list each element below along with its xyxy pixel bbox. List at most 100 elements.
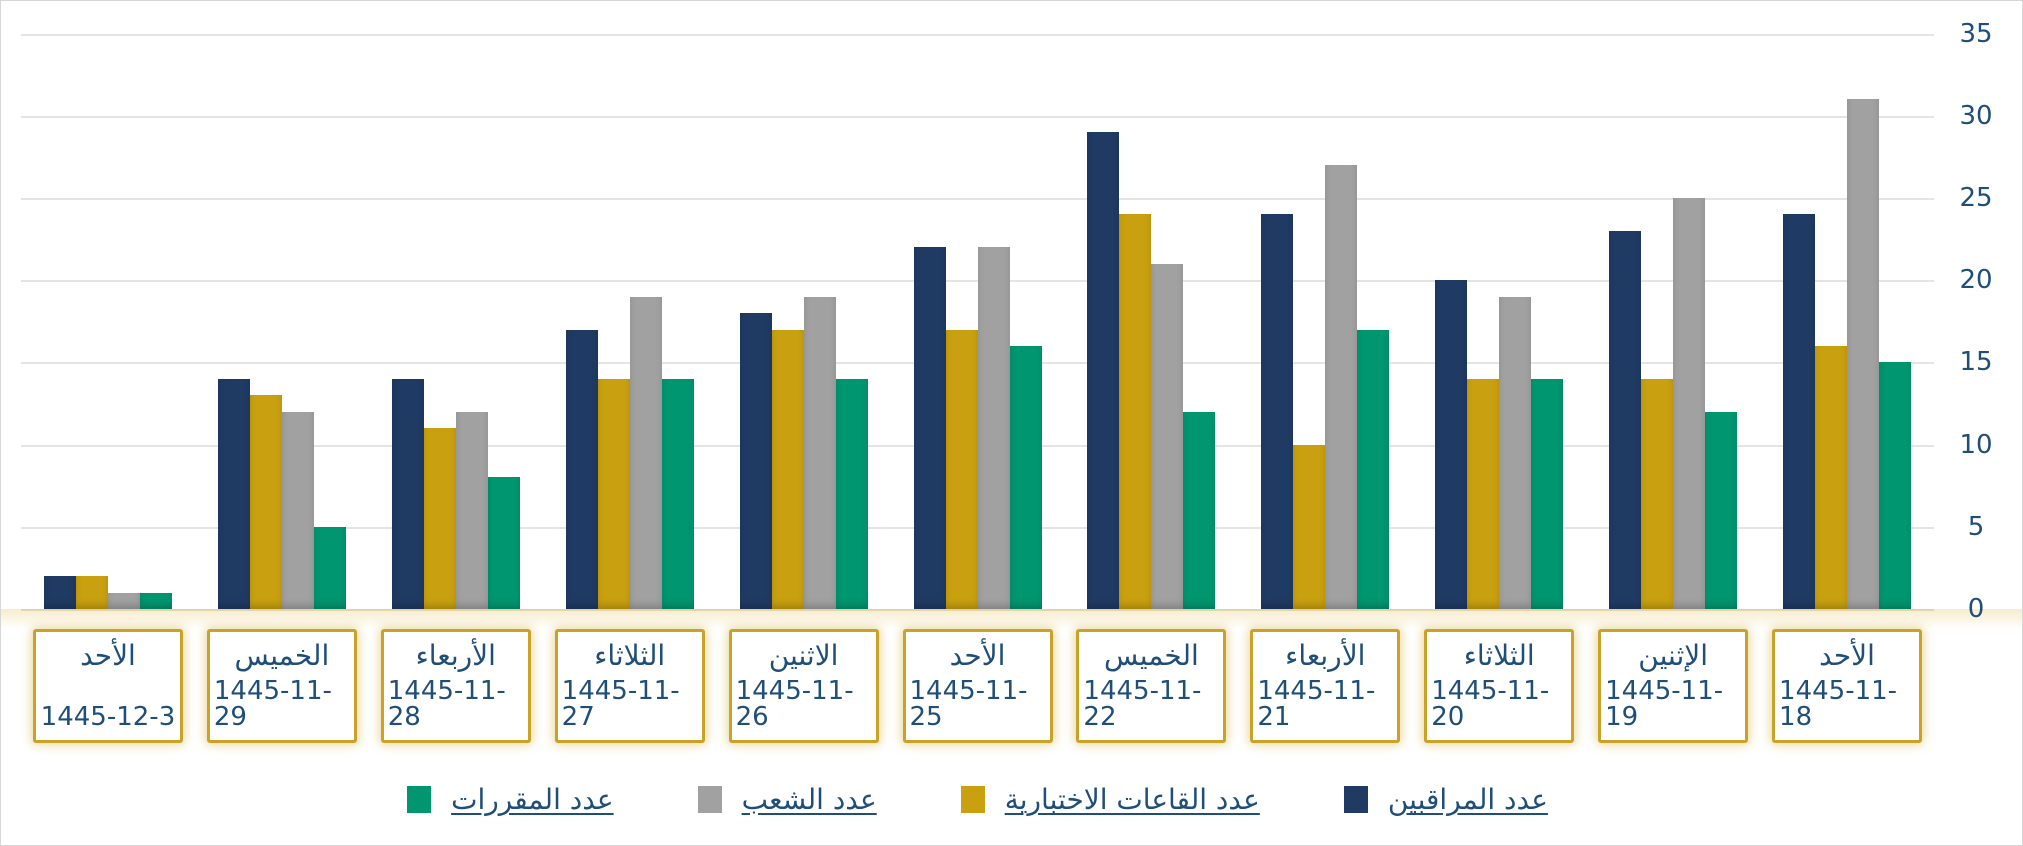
bar-series-3-1445-11-22[interactable]	[1183, 411, 1216, 609]
bar-series-2-1445-11-27[interactable]	[629, 296, 662, 609]
bar-series-0-1445-12-3[interactable]	[43, 576, 76, 609]
bar-series-1-1445-11-27[interactable]	[597, 378, 630, 609]
y-tick-10: 10	[1959, 429, 1993, 460]
bar-series-2-1445-11-19[interactable]	[1673, 198, 1706, 609]
bar-series-2-1445-11-28[interactable]	[455, 411, 488, 609]
legend-item-2[interactable]: عدد الشعب	[697, 783, 877, 816]
y-tick-5: 5	[1967, 511, 1985, 542]
date-box-1445-11-19: الإثنين 1445-11-19	[1598, 629, 1749, 743]
date-box-1445-11-20: الثلاثاء 1445-11-20	[1424, 629, 1575, 743]
legend-swatch-icon	[1343, 786, 1368, 813]
date-box-1445-11-22: الخميس 1445-11-22	[1076, 629, 1227, 743]
bar-series-0-1445-11-25[interactable]	[913, 247, 946, 609]
legend-swatch-icon	[960, 786, 985, 813]
date-box-date: 1445-11-20	[1431, 676, 1550, 732]
bar-series-0-1445-11-18[interactable]	[1783, 214, 1816, 609]
date-box-date: 1445-11-21	[1257, 676, 1376, 732]
date-box-day: الأحد	[1819, 639, 1875, 672]
bar-series-2-1445-11-20[interactable]	[1499, 296, 1532, 609]
bar-group-1445-12-3	[43, 1, 172, 609]
legend-item-0[interactable]: عدد المراقبين	[1343, 783, 1548, 816]
date-box-date: 1445-11-26	[735, 676, 854, 732]
legend-label: عدد الشعب	[741, 783, 877, 816]
date-box-day: الخميس	[1104, 639, 1199, 672]
bar-series-2-1445-12-3[interactable]	[107, 592, 140, 609]
bar-group-1445-11-25	[913, 1, 1042, 609]
bar-series-0-1445-11-26[interactable]	[739, 313, 772, 609]
bar-series-1-1445-11-20[interactable]	[1467, 378, 1500, 609]
bar-series-1-1445-11-28[interactable]	[423, 428, 456, 609]
date-box-day: الإثنين	[1638, 639, 1709, 672]
date-box-day: الأربعاء	[1285, 639, 1366, 672]
bar-series-3-1445-11-26[interactable]	[835, 378, 868, 609]
gridline-30	[21, 115, 1934, 118]
bar-series-2-1445-11-29[interactable]	[281, 411, 314, 609]
date-box-day: الأحد	[949, 639, 1006, 672]
bar-series-1-1445-11-18[interactable]	[1815, 345, 1848, 609]
gridline-25	[21, 198, 1934, 200]
bar-series-3-1445-11-18[interactable]	[1879, 362, 1912, 609]
bar-series-0-1445-11-21[interactable]	[1261, 214, 1294, 609]
bar-series-0-1445-11-19[interactable]	[1609, 230, 1642, 609]
date-box-1445-11-26: الاثنين 1445-11-26	[728, 629, 879, 743]
bar-series-2-1445-11-22[interactable]	[1151, 263, 1184, 609]
bar-series-3-1445-11-27[interactable]	[661, 378, 694, 609]
date-box-day: الأحد	[80, 639, 136, 672]
gridline-35	[21, 33, 1934, 36]
bar-series-3-1445-11-19[interactable]	[1705, 411, 1738, 609]
bar-series-1-1445-11-19[interactable]	[1641, 378, 1674, 609]
x-axis-line	[21, 609, 1934, 611]
y-tick-25: 25	[1959, 183, 1993, 213]
date-box-date: 1445-11-29	[213, 676, 332, 732]
bar-series-3-1445-12-3[interactable]	[139, 592, 172, 609]
date-box-day: الثلاثاء	[594, 639, 666, 672]
date-box-day: الخميس	[234, 639, 330, 672]
date-box-day: الأربعاء	[415, 639, 496, 672]
bar-series-0-1445-11-27[interactable]	[565, 329, 598, 609]
legend-label: عدد القاعات الاختبارية	[1004, 783, 1260, 816]
date-box-date: 1445-11-22	[1083, 676, 1202, 732]
y-tick-35: 35	[1959, 18, 1993, 49]
y-tick-0: 0	[1967, 594, 1985, 624]
bar-series-1-1445-11-26[interactable]	[771, 329, 804, 609]
bar-series-1-1445-11-22[interactable]	[1119, 214, 1152, 609]
bar-series-2-1445-11-25[interactable]	[977, 247, 1010, 609]
bar-series-3-1445-11-29[interactable]	[313, 526, 346, 609]
date-box-day: الاثنين	[768, 639, 839, 672]
bar-series-1-1445-11-21[interactable]	[1293, 444, 1326, 609]
bar-series-1-1445-12-3[interactable]	[75, 576, 108, 609]
bar-series-1-1445-11-25[interactable]	[945, 329, 978, 609]
plot-area	[21, 1, 1934, 611]
date-box-1445-11-28: الأربعاء 1445-11-28	[380, 629, 531, 743]
bar-series-3-1445-11-21[interactable]	[1357, 329, 1390, 609]
legend-item-1[interactable]: عدد القاعات الاختبارية	[960, 783, 1260, 816]
date-box-date: 1445-11-18	[1779, 676, 1898, 732]
legend-label: عدد المراقبين	[1387, 783, 1548, 816]
date-box-1445-11-21: الأربعاء 1445-11-21	[1250, 629, 1401, 743]
legend-swatch-icon	[697, 786, 722, 813]
date-box-date: 1445-11-27	[561, 676, 680, 732]
bar-group-1445-11-27	[565, 1, 694, 609]
bar-series-2-1445-11-26[interactable]	[803, 296, 836, 609]
bar-series-3-1445-11-28[interactable]	[487, 477, 520, 609]
bar-group-1445-11-29	[217, 1, 346, 609]
bar-series-2-1445-11-18[interactable]	[1847, 99, 1880, 609]
bar-series-0-1445-11-29[interactable]	[217, 378, 250, 609]
bar-group-1445-11-21	[1261, 1, 1390, 609]
date-box-1445-12-3: الأحد 1445-12-3	[32, 629, 183, 743]
bar-series-0-1445-11-20[interactable]	[1435, 280, 1468, 609]
y-tick-30: 30	[1959, 100, 1993, 131]
bar-series-3-1445-11-20[interactable]	[1531, 378, 1564, 609]
bar-series-0-1445-11-22[interactable]	[1087, 132, 1120, 609]
chart-legend: عدد المراقبين عدد القاعات الاختبارية عدد ا…	[21, 783, 1934, 816]
legend-item-3[interactable]: عدد المقررات	[407, 783, 614, 816]
axis-baseline-glow	[1, 609, 2022, 629]
bar-series-1-1445-11-29[interactable]	[249, 395, 282, 609]
bar-series-3-1445-11-25[interactable]	[1009, 345, 1042, 609]
legend-swatch-icon	[407, 786, 432, 813]
date-box-date: 1445-11-25	[909, 676, 1028, 732]
bar-group-1445-11-26	[739, 1, 868, 609]
bar-series-0-1445-11-28[interactable]	[391, 378, 424, 609]
bar-series-2-1445-11-21[interactable]	[1325, 165, 1358, 609]
